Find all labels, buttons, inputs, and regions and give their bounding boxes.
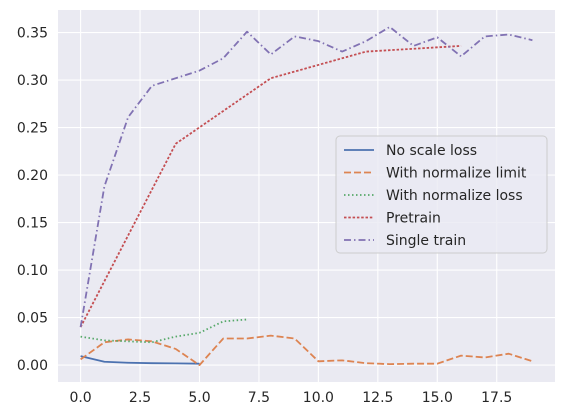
y-tick-label: 0.15	[17, 216, 48, 232]
y-tick-label: 0.00	[17, 358, 48, 374]
x-tick-label: 17.5	[481, 390, 512, 406]
x-tick-label: 15.0	[422, 390, 453, 406]
y-tick-label: 0.20	[17, 168, 48, 184]
legend-label: No scale loss	[386, 143, 477, 159]
x-tick-label: 0.0	[69, 390, 91, 406]
x-tick-label: 7.5	[248, 390, 270, 406]
legend-label: Single train	[386, 233, 466, 249]
y-tick-label: 0.05	[17, 311, 48, 327]
y-tick-label: 0.30	[17, 73, 48, 89]
x-tick-label: 12.5	[362, 390, 393, 406]
x-tick-label: 10.0	[303, 390, 334, 406]
y-tick-label: 0.10	[17, 263, 48, 279]
series-line-3	[80, 318, 248, 344]
series-line-2	[80, 334, 533, 366]
series-line-4	[79, 45, 462, 328]
legend-label: Pretrain	[386, 211, 441, 227]
series-line-1	[80, 355, 200, 365]
legend-label: With normalize loss	[386, 188, 523, 204]
grid	[58, 10, 555, 382]
legend-label: With normalize limit	[386, 166, 527, 182]
y-axis-ticks: 0.00 0.05 0.10 0.15 0.20 0.25 0.30 0.35	[17, 26, 48, 374]
y-tick-label: 0.35	[17, 26, 48, 42]
x-axis-ticks: 0.0 2.5 5.0 7.5 10.0 12.5 15.0 17.5	[69, 390, 512, 406]
legend: No scale loss With normalize limit With no…	[335, 135, 548, 254]
x-tick-label: 2.5	[129, 390, 151, 406]
x-tick-label: 5.0	[188, 390, 210, 406]
legend-box	[335, 135, 548, 254]
y-tick-label: 0.25	[17, 121, 48, 137]
series-line-5	[79, 26, 533, 328]
series-lines	[79, 26, 533, 366]
